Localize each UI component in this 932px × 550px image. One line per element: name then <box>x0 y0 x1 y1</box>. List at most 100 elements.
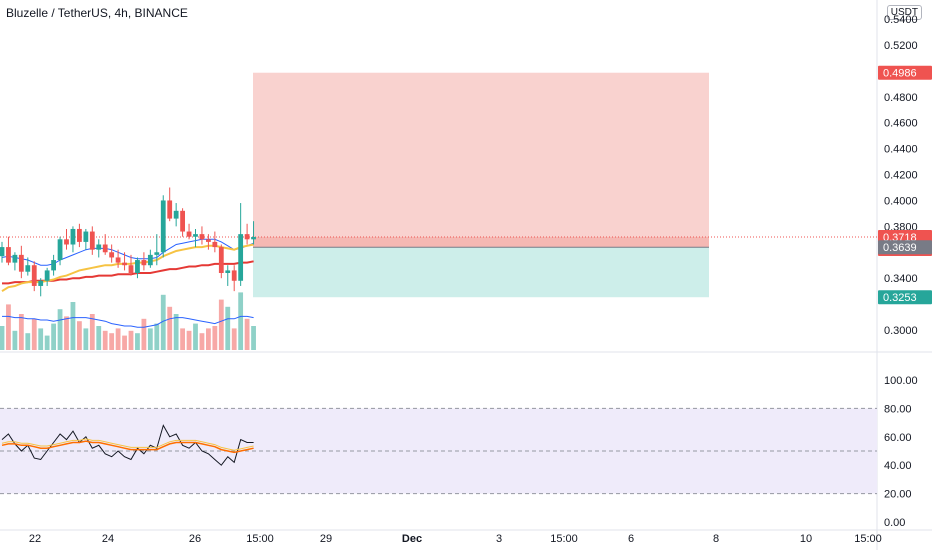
volume-bar <box>64 316 69 350</box>
candle-body <box>122 262 127 266</box>
volume-bar <box>186 330 192 350</box>
candle-body <box>6 247 11 263</box>
price-tick-label: 0.5200 <box>884 40 918 52</box>
indicator-lines <box>1 238 254 292</box>
candle-body <box>64 239 69 245</box>
price-badge-bg <box>878 65 932 80</box>
volume-bar <box>231 328 237 350</box>
price-badge-label: 0.4986 <box>883 68 917 80</box>
candle-body <box>218 247 224 273</box>
rsi-ma-line <box>1 440 254 454</box>
price-tick-label: 0.3400 <box>884 273 918 285</box>
candle-body <box>212 241 218 248</box>
price-badge-label: 0.3639 <box>883 242 917 254</box>
volume-bar <box>128 330 134 350</box>
candle-body <box>160 200 166 253</box>
volume-bar <box>83 328 89 350</box>
rsi-tick-label: 0.00 <box>884 517 905 529</box>
candle-body <box>180 210 185 232</box>
candle-body <box>147 254 153 266</box>
candle-body <box>51 260 56 271</box>
candle-body <box>128 265 134 273</box>
volume-bar <box>160 294 166 350</box>
candle-body <box>109 252 115 258</box>
candle-body <box>167 200 173 219</box>
candle-body <box>38 280 44 286</box>
volume-bar <box>173 314 179 350</box>
rsi-tick-label: 100.00 <box>884 375 918 387</box>
volume-bar <box>193 323 198 350</box>
volume-bars <box>0 292 256 350</box>
volume-ma-line <box>2 315 254 328</box>
candle-body <box>96 244 102 250</box>
candle-body <box>70 228 76 245</box>
candle-body <box>57 239 63 261</box>
rsi-tick-label: 60.00 <box>884 432 912 444</box>
ema-fast-line <box>1 243 254 292</box>
candle-body <box>238 234 244 281</box>
time-tick-label: 8 <box>713 533 719 545</box>
time-tick-label: 15:00 <box>854 533 882 545</box>
volume-bar <box>244 318 250 350</box>
price-axis[interactable]: 0.5400 0.5200 0.4800 0.4600 0.4400 0.4200 0.40… <box>878 14 932 529</box>
stop-loss-zone[interactable] <box>253 72 709 248</box>
candle-body <box>102 244 108 253</box>
candle-body <box>135 260 140 273</box>
volume-bar <box>96 326 102 350</box>
take-profit-zone[interactable] <box>253 247 709 298</box>
candle-body <box>44 270 50 281</box>
candle-body <box>251 236 256 240</box>
volume-bar <box>18 314 24 350</box>
volume-bar <box>199 333 205 350</box>
time-tick-label: 6 <box>628 533 634 545</box>
candle-body <box>83 231 89 242</box>
time-tick-label: 24 <box>102 533 114 545</box>
volume-bar <box>70 302 76 350</box>
candle-body <box>186 231 192 237</box>
volume-bar <box>206 328 211 350</box>
candle-body <box>244 234 250 240</box>
candle-body <box>173 210 179 219</box>
position-tool[interactable] <box>0 72 877 298</box>
volume-bar <box>147 328 153 350</box>
price-tick-label: 0.5400 <box>884 14 918 26</box>
candle-body <box>0 247 5 257</box>
time-tick-label: 26 <box>189 533 201 545</box>
candle-body <box>225 270 231 273</box>
candle-body <box>206 239 211 242</box>
time-tick-label: Dec <box>402 533 422 545</box>
candle-body <box>115 257 121 263</box>
volume-bar <box>218 299 224 350</box>
volume-bar <box>109 333 115 350</box>
price-tick-label: 0.4800 <box>884 92 918 104</box>
time-tick-label: 22 <box>29 533 41 545</box>
rsi-line <box>1 424 254 466</box>
volume-bar <box>77 321 82 350</box>
volume-bar <box>38 328 44 350</box>
price-tick-label: 0.4000 <box>884 195 918 207</box>
volume-bar <box>0 326 5 350</box>
candlesticks <box>0 187 256 297</box>
candle-body <box>31 265 37 286</box>
candle-body <box>18 254 24 272</box>
price-tick-label: 0.4200 <box>884 170 918 182</box>
volume-bar <box>31 318 37 350</box>
time-axis[interactable]: 22 24 26 15:00 29 Dec 3 15:00 6 8 10 15:00 <box>29 533 882 545</box>
candle-body <box>89 231 95 250</box>
candle-body <box>12 254 18 263</box>
currency-selector[interactable]: USDT <box>886 5 922 20</box>
time-tick-label: 29 <box>320 533 332 545</box>
chart-title: Bluzelle / TetherUS, 4h, BINANCE <box>6 6 188 20</box>
rsi-signal-line <box>1 438 254 451</box>
candle-body <box>193 234 198 237</box>
volume-bar <box>167 306 173 350</box>
rsi-tick-label: 20.00 <box>884 489 912 501</box>
volume-bar <box>251 326 256 350</box>
candle-body <box>25 265 31 272</box>
candle-body <box>199 234 205 240</box>
rsi-tick-label: 40.00 <box>884 460 912 472</box>
volume-bar <box>25 333 31 350</box>
price-tick-label: 0.4400 <box>884 144 918 156</box>
open-loss-zone <box>253 236 709 248</box>
